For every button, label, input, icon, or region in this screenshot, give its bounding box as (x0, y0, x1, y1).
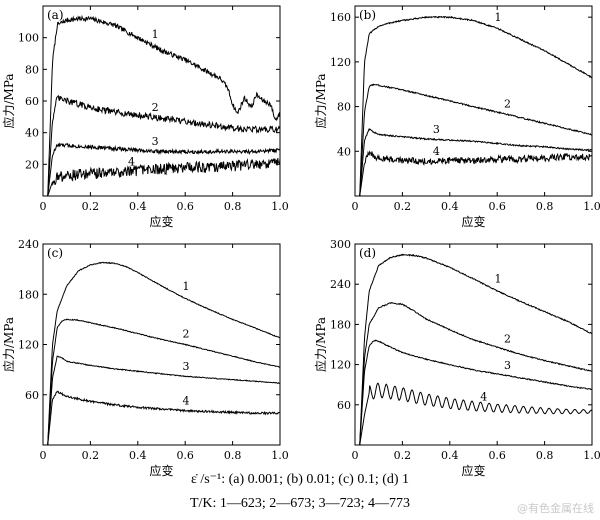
series-label-1: 1 (182, 280, 189, 293)
y-axis-label: 应力/MPa (313, 317, 328, 372)
y-tick-label: 120 (18, 339, 39, 352)
x-tick-label: 0.2 (82, 449, 100, 462)
plot-frame (42, 5, 281, 197)
y-tick-label: 100 (18, 32, 39, 45)
series-line-4 (47, 157, 281, 197)
series-line-3 (47, 142, 281, 197)
series-label-1: 1 (152, 28, 159, 41)
y-tick-label: 60 (25, 95, 39, 108)
y-axis-label: 应力/MPa (1, 317, 16, 372)
series-line-3 (47, 355, 281, 446)
x-tick-label: 0.6 (176, 449, 194, 462)
y-tick-label: 180 (18, 288, 39, 301)
series-line-4 (359, 382, 593, 446)
series-line-3 (359, 339, 593, 446)
panel-label: (a) (47, 8, 64, 22)
series-label-1: 1 (494, 272, 501, 285)
x-tick-label: 0.8 (536, 449, 554, 462)
y-tick-label: 80 (25, 63, 39, 76)
series-label-3: 3 (152, 135, 159, 148)
x-tick-label: 0 (40, 449, 47, 462)
series-line-1 (47, 14, 281, 197)
x-tick-label: 0.6 (488, 200, 506, 213)
x-axis-label: 应变 (461, 214, 485, 229)
series-line-2 (359, 301, 593, 446)
series-line-2 (47, 94, 281, 197)
plot-frame (354, 5, 593, 197)
y-tick-label: 40 (25, 127, 39, 140)
panel-label: (b) (359, 8, 376, 22)
y-axis-label: 应力/MPa (313, 73, 328, 128)
y-tick-label: 60 (337, 399, 351, 412)
x-tick-label: 0.6 (488, 449, 506, 462)
x-tick-label: 1.0 (271, 449, 289, 462)
chart-panel-a: 0 0.2 0.4 0.6 0.8 1.0 20 40 60 80 100 应变 应力/MPa (a) 1 2… (1, 5, 289, 229)
panel-label: (c) (47, 246, 63, 260)
series-line-1 (359, 15, 593, 197)
watermark: @有色金属在线 (517, 502, 594, 515)
plot-frame (42, 243, 281, 446)
x-tick-label: 0 (40, 200, 47, 213)
series-label-4: 4 (182, 394, 189, 407)
series-label-4: 4 (480, 391, 487, 404)
y-tick-label: 160 (330, 11, 351, 24)
series-label-1: 1 (494, 11, 501, 24)
x-tick-label: 0.8 (224, 200, 242, 213)
series-label-4: 4 (128, 155, 135, 168)
series-label-3: 3 (504, 359, 511, 372)
y-tick-label: 120 (330, 359, 351, 372)
x-axis-label: 应变 (149, 463, 173, 478)
chart-panel-c: 0 0.2 0.4 0.6 0.8 1.0 60 120 180 240 应变 应力/MPa (c) 1 2… (1, 238, 289, 478)
series-line-2 (47, 318, 281, 446)
x-tick-label: 0.4 (441, 200, 459, 213)
series-line-1 (359, 253, 593, 446)
series-label-3: 3 (182, 360, 189, 373)
x-tick-label: 0 (352, 449, 359, 462)
x-tick-label: 0.2 (394, 449, 412, 462)
x-axis-label: 应变 (149, 214, 173, 229)
x-tick-label: 0 (352, 200, 359, 213)
x-tick-label: 0.4 (129, 449, 147, 462)
x-axis-label: 应变 (461, 463, 485, 478)
x-tick-label: 1.0 (271, 200, 289, 213)
caption-strain-rate: ε̇ /s⁻¹: (a) 0.001; (b) 0.01; (c) 0.1; (… (190, 472, 410, 487)
series-label-3: 3 (433, 123, 440, 136)
x-tick-label: 0.6 (176, 200, 194, 213)
y-tick-label: 240 (18, 238, 39, 251)
series-line-2 (359, 83, 593, 197)
series-label-4: 4 (433, 145, 440, 158)
y-tick-label: 120 (330, 56, 351, 69)
y-tick-label: 300 (330, 238, 351, 251)
x-tick-label: 0.2 (394, 200, 412, 213)
series-line-3 (359, 127, 593, 197)
y-tick-label: 80 (337, 101, 351, 114)
series-label-2: 2 (152, 101, 159, 114)
chart-panel-d: 0 0.2 0.4 0.6 0.8 1.0 60 120 180 240 300 应变 应力/MPa (d… (313, 238, 600, 478)
x-tick-label: 1.0 (583, 200, 600, 213)
x-tick-label: 0.8 (224, 449, 242, 462)
y-tick-label: 40 (337, 145, 351, 158)
series-line-1 (47, 261, 281, 446)
caption-temperature: T/K: 1—623; 2—673; 3—723; 4—773 (189, 496, 411, 511)
x-tick-label: 0.4 (441, 449, 459, 462)
y-tick-label: 240 (330, 278, 351, 291)
y-axis-label: 应力/MPa (1, 73, 16, 128)
x-tick-label: 1.0 (583, 449, 600, 462)
chart-panel-b: 0 0.2 0.4 0.6 0.8 1.0 40 80 120 160 应变 应力/MPa (b) 1 2 3… (313, 5, 600, 229)
series-line-4 (359, 150, 593, 197)
panel-label: (d) (359, 246, 376, 260)
x-tick-label: 0.8 (536, 200, 554, 213)
x-tick-label: 0.4 (129, 200, 147, 213)
y-tick-label: 20 (25, 158, 39, 171)
series-label-2: 2 (504, 333, 511, 346)
series-label-2: 2 (182, 327, 189, 340)
plot-frame (354, 243, 593, 446)
series-label-2: 2 (504, 97, 511, 110)
x-tick-label: 0.2 (82, 200, 100, 213)
series-line-4 (47, 390, 281, 446)
y-tick-label: 180 (330, 318, 351, 331)
y-tick-label: 60 (25, 389, 39, 402)
